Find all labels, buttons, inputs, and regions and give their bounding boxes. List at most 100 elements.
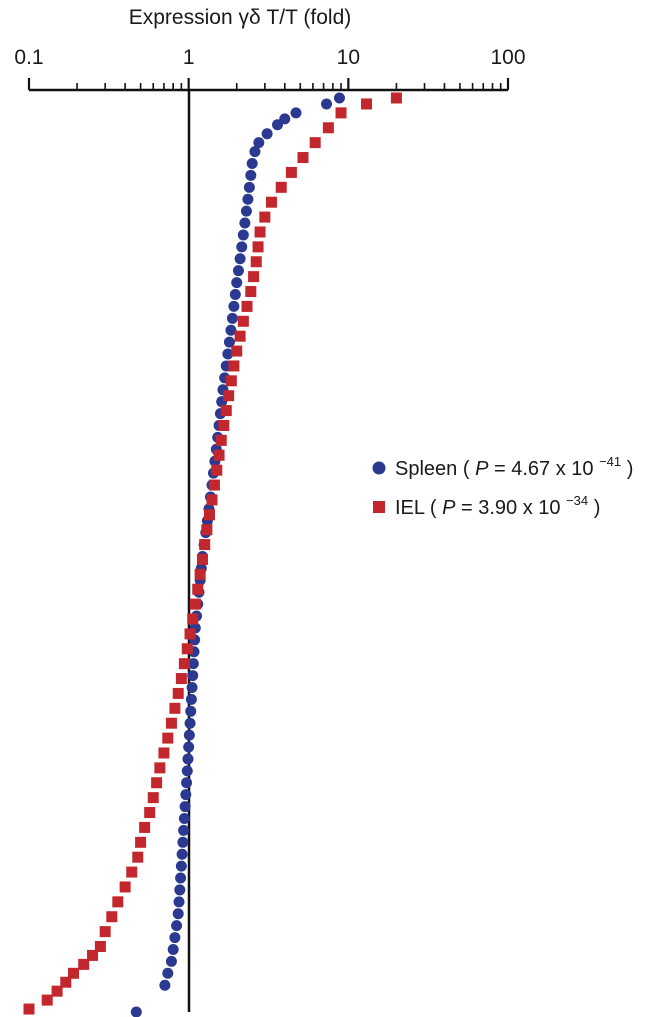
data-point-iel [151,777,163,789]
data-point-iel [245,286,257,298]
data-point-iel [68,967,80,979]
legend-open-paren: ( [463,458,470,480]
data-point-iel [158,747,170,759]
legend-stat-iel: = 3.90 x 10 [461,497,561,519]
data-point-iel [322,122,334,134]
data-point-iel [335,107,347,119]
data-point-iel [78,958,90,970]
data-point-iel [259,211,271,223]
data-point-spleen [236,241,248,253]
data-point-iel [99,926,111,938]
data-point-spleen [234,253,246,265]
data-point-spleen [231,277,243,289]
data-point-iel [206,494,218,506]
data-point-iel [165,717,177,729]
data-point-spleen [183,741,195,753]
data-point-spleen [159,979,171,991]
data-point-spleen [223,336,235,348]
data-point-spleen [290,107,302,119]
data-point-iel [361,98,373,110]
data-point-iel [275,181,287,193]
data-point-spleen [167,943,179,955]
data-point-iel [252,241,264,253]
legend-text-iel: IEL ( P = 3.90 x 10 −34 ) [395,488,600,519]
data-point-iel [106,911,118,923]
series-layer [23,92,402,1017]
data-point-spleen [178,812,190,824]
legend-exponent-iel: −34 [566,493,588,508]
x-tick-label: 10 [337,46,360,69]
data-point-iel [60,976,72,988]
legend-exponent-spleen: −41 [599,454,621,469]
data-point-iel [132,851,144,863]
data-point-iel [139,821,151,833]
data-point-iel [211,464,223,476]
data-point-iel [215,434,227,446]
data-point-spleen [222,348,234,360]
data-point-iel [250,256,262,268]
data-point-spleen [181,765,193,777]
data-point-spleen [185,705,197,717]
x-axis-title: Expression γδ T/T (fold) [129,6,352,29]
legend-close-paren: ) [594,497,601,519]
data-point-iel [181,643,193,655]
data-point-iel [154,762,166,774]
data-point-iel [94,941,106,953]
data-point-spleen [183,729,195,741]
data-point-iel [208,479,220,491]
data-point-spleen [240,205,252,217]
data-point-spleen [182,753,194,765]
data-point-spleen [243,181,255,193]
data-point-iel [201,524,213,536]
x-axis-tick-labels: 0.1 1 10 100 [14,46,525,69]
data-point-iel [87,949,99,961]
data-point-iel [119,881,131,893]
legend-p-symbol-spleen: P [475,458,489,480]
data-point-spleen [180,789,192,801]
data-point-iel [23,1003,35,1015]
data-point-iel [228,360,240,372]
data-point-spleen [178,824,190,836]
legend-item-spleen: Spleen ( P = 4.67 x 10 −41 ) [372,449,633,480]
legend-series-name-spleen: Spleen [395,458,457,480]
data-point-iel [192,583,204,595]
data-point-iel [194,568,206,580]
data-point-iel [218,419,230,431]
data-point-iel [184,628,196,640]
data-point-iel [237,315,249,327]
x-tick-label: 1 [183,46,195,69]
data-point-spleen [246,157,258,169]
data-point-spleen [162,967,174,979]
data-point-spleen [261,128,273,140]
data-point-spleen [186,681,198,693]
data-point-spleen [279,113,291,125]
data-point-iel [41,994,53,1006]
data-point-iel [51,985,63,997]
data-point-iel [187,613,199,625]
data-point-iel [189,598,201,610]
data-point-iel [225,375,237,387]
data-point-iel [309,137,321,149]
legend-open-paren: ( [430,497,437,519]
data-point-spleen [253,137,265,149]
data-point-spleen [187,658,199,670]
legend-text-spleen: Spleen ( P = 4.67 x 10 −41 ) [395,449,633,480]
data-point-iel [297,152,309,164]
data-point-spleen [171,920,183,932]
data-point-spleen [176,848,188,860]
data-point-iel [220,405,232,417]
data-point-iel [213,449,225,461]
data-point-iel [135,836,147,848]
data-point-spleen [185,693,197,705]
data-point-spleen [228,300,240,312]
data-point-spleen [321,98,333,110]
data-point-iel [196,553,208,565]
data-point-spleen [271,119,283,131]
data-point-spleen [175,860,187,872]
data-point-iel [390,92,402,104]
legend-series-name-iel: IEL [395,497,425,519]
data-point-iel [265,196,277,208]
data-point-spleen [226,312,238,324]
legend: Spleen ( P = 4.67 x 10 −41 ) IEL ( P = 3… [372,449,633,519]
legend-p-symbol-iel: P [442,497,456,519]
